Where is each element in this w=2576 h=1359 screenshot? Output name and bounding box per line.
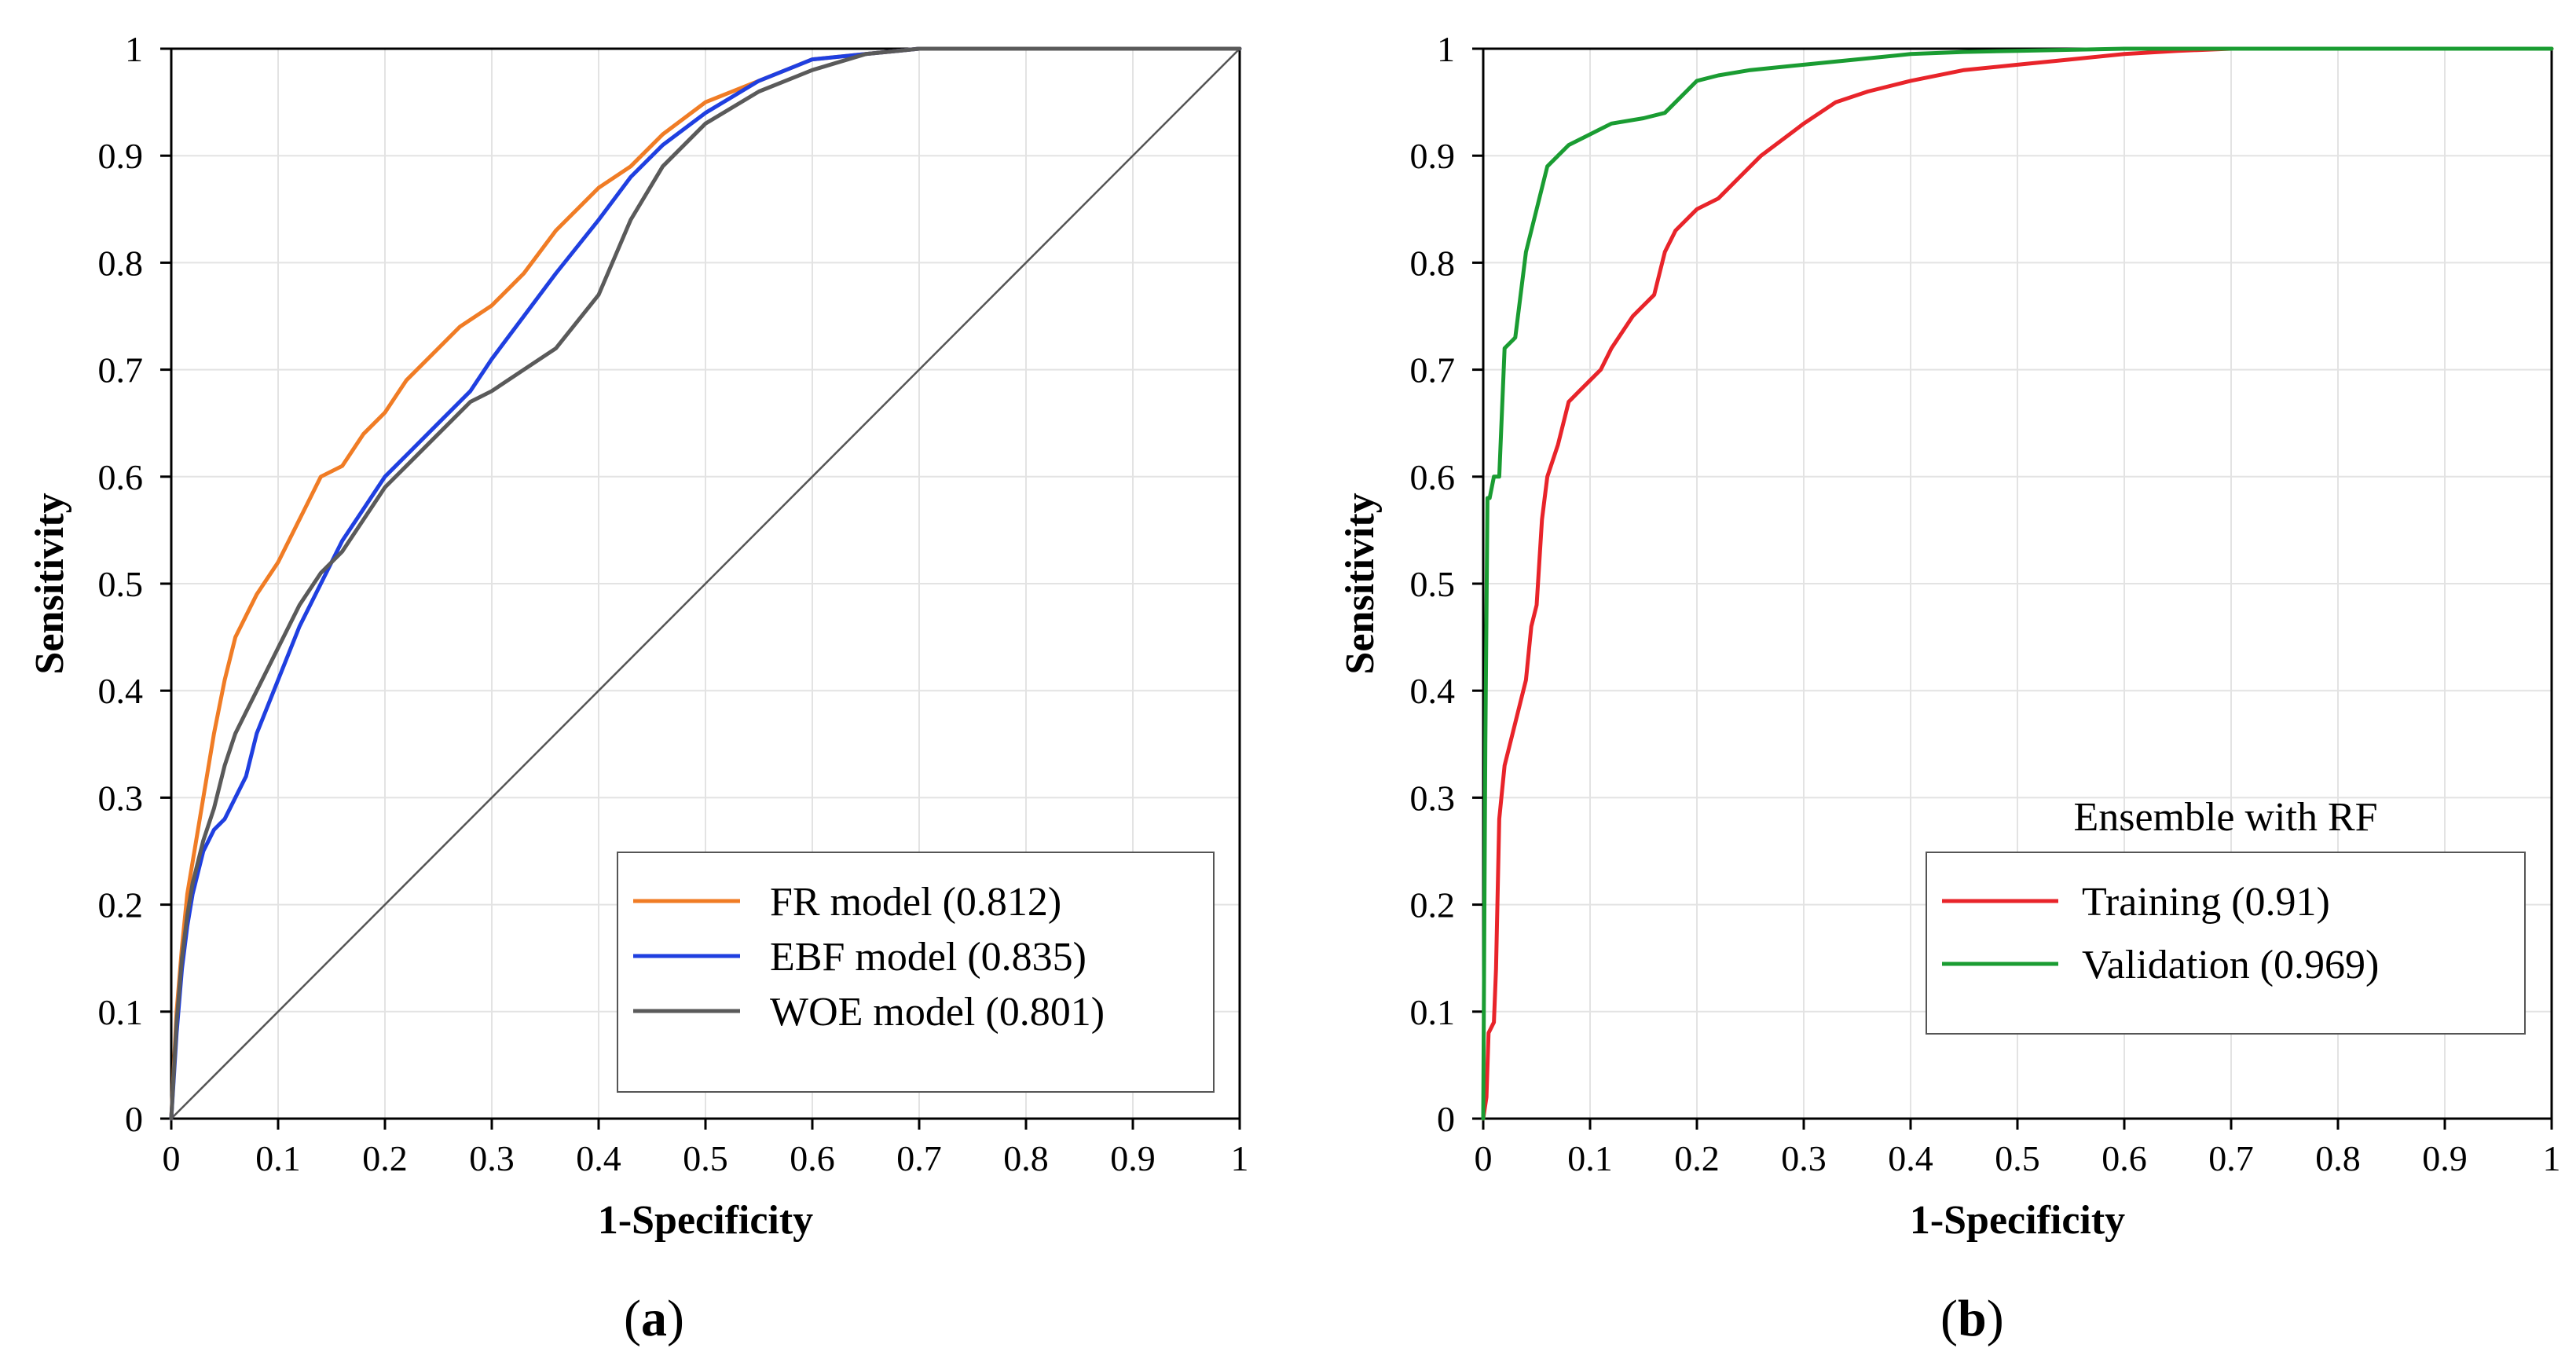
x-tick-label: 1 <box>1231 1138 1249 1178</box>
y-tick-label: 1 <box>1437 29 1455 69</box>
chart-panel-a: 00 0.1 0.1 0.2 0.2 0.3 0.3 0.4 0.4 0.5 0.5 0.6 0.6 0.… <box>27 29 1249 1347</box>
x-tick-label: 0.7 <box>896 1138 942 1178</box>
y-tick-label: 0.3 <box>1410 778 1456 818</box>
x-tick-label: 0.1 <box>1567 1138 1613 1178</box>
y-tick-label: 0 <box>1437 1099 1455 1139</box>
x-tick-label: 0.7 <box>2208 1138 2254 1178</box>
y-tick-label: 0.1 <box>98 992 144 1032</box>
y-axis-title: Sensitivity <box>1338 493 1383 674</box>
panel-label-close: ) <box>1987 1290 2004 1347</box>
x-tick-label: 0.6 <box>790 1138 835 1178</box>
x-tick-label: 0.9 <box>1110 1138 1156 1178</box>
y-tick-label: 0.9 <box>98 136 144 176</box>
y-tick-label: 0.5 <box>98 564 144 604</box>
panel-label-letter: a <box>641 1290 667 1347</box>
y-tick-label: 0.3 <box>98 778 144 818</box>
y-tick-label: 0.8 <box>1410 243 1456 283</box>
legend-box <box>617 852 1215 1093</box>
x-tick-label: 0.8 <box>1003 1138 1049 1178</box>
chart-panel-b: 00 0.1 0.1 0.2 0.2 0.3 0.3 0.4 0.4 0.5 0.5 0.6 0.6 0.… <box>1338 29 2561 1347</box>
y-tick-label: 0.4 <box>1410 671 1456 711</box>
panel-label-open: ( <box>1940 1290 1958 1347</box>
panel-label: (a) <box>624 1290 684 1347</box>
y-tick-label: 0.2 <box>98 885 144 925</box>
y-tick-label: 1 <box>125 29 143 69</box>
x-tick-label: 0.6 <box>2101 1138 2147 1178</box>
y-tick-label: 0.7 <box>98 350 144 390</box>
y-tick-label: 0.4 <box>98 671 144 711</box>
y-tick-label: 0.7 <box>1410 350 1456 390</box>
y-tick-label: 0.6 <box>98 457 144 497</box>
y-tick-label: 0.6 <box>1410 457 1456 497</box>
x-tick-label: 0 <box>1475 1138 1493 1178</box>
legend-label: EBF model (0.835) <box>770 935 1086 980</box>
x-tick-label: 0.3 <box>1781 1138 1827 1178</box>
x-tick-label: 0.2 <box>362 1138 408 1178</box>
y-tick-label: 0.2 <box>1410 885 1456 925</box>
x-tick-label: 0.9 <box>2422 1138 2468 1178</box>
series-line-2 <box>1481 46 2554 1121</box>
x-tick-label: 0.1 <box>255 1138 301 1178</box>
panel-label: (b) <box>1940 1290 2004 1347</box>
x-tick-label: 0.5 <box>683 1138 728 1178</box>
panel-label-open: ( <box>624 1290 641 1347</box>
x-tick-label: 0.3 <box>469 1138 515 1178</box>
x-axis-title: 1-Specificity <box>598 1198 813 1243</box>
series-line-2 <box>169 46 1242 1121</box>
x-tick-label: 0.8 <box>2315 1138 2361 1178</box>
y-tick-label: 0.9 <box>1410 136 1456 176</box>
x-tick-label: 1 <box>2543 1138 2561 1178</box>
series-line-3 <box>169 46 1242 1121</box>
legend-label: FR model (0.812) <box>770 880 1061 925</box>
legend-label: WOE model (0.801) <box>770 990 1105 1035</box>
y-tick-label: 0.8 <box>98 243 144 283</box>
series-line-1 <box>1481 46 2554 1121</box>
series-line-1 <box>169 46 1242 1121</box>
y-tick-label: 0 <box>125 1099 143 1139</box>
legend-label: Validation (0.969) <box>2082 943 2379 987</box>
x-tick-label: 0.4 <box>1888 1138 1933 1178</box>
panel-label-letter: b <box>1958 1290 1987 1347</box>
x-tick-label: 0.5 <box>1995 1138 2040 1178</box>
x-tick-label: 0.4 <box>576 1138 621 1178</box>
x-tick-label: 0 <box>163 1138 181 1178</box>
legend-label: Training (0.91) <box>2082 880 2330 925</box>
diagonal-reference-line <box>170 48 1240 1119</box>
legend-title: Ensemble with RF <box>2073 795 2377 840</box>
x-tick-label: 0.2 <box>1674 1138 1720 1178</box>
panel-label-close: ) <box>667 1290 684 1347</box>
y-tick-label: 0.5 <box>1410 564 1456 604</box>
y-tick-label: 0.1 <box>1410 992 1456 1032</box>
y-axis-title: Sensitivity <box>27 493 72 674</box>
legend-box <box>1926 852 2526 1035</box>
x-axis-title: 1-Specificity <box>1910 1198 2125 1243</box>
